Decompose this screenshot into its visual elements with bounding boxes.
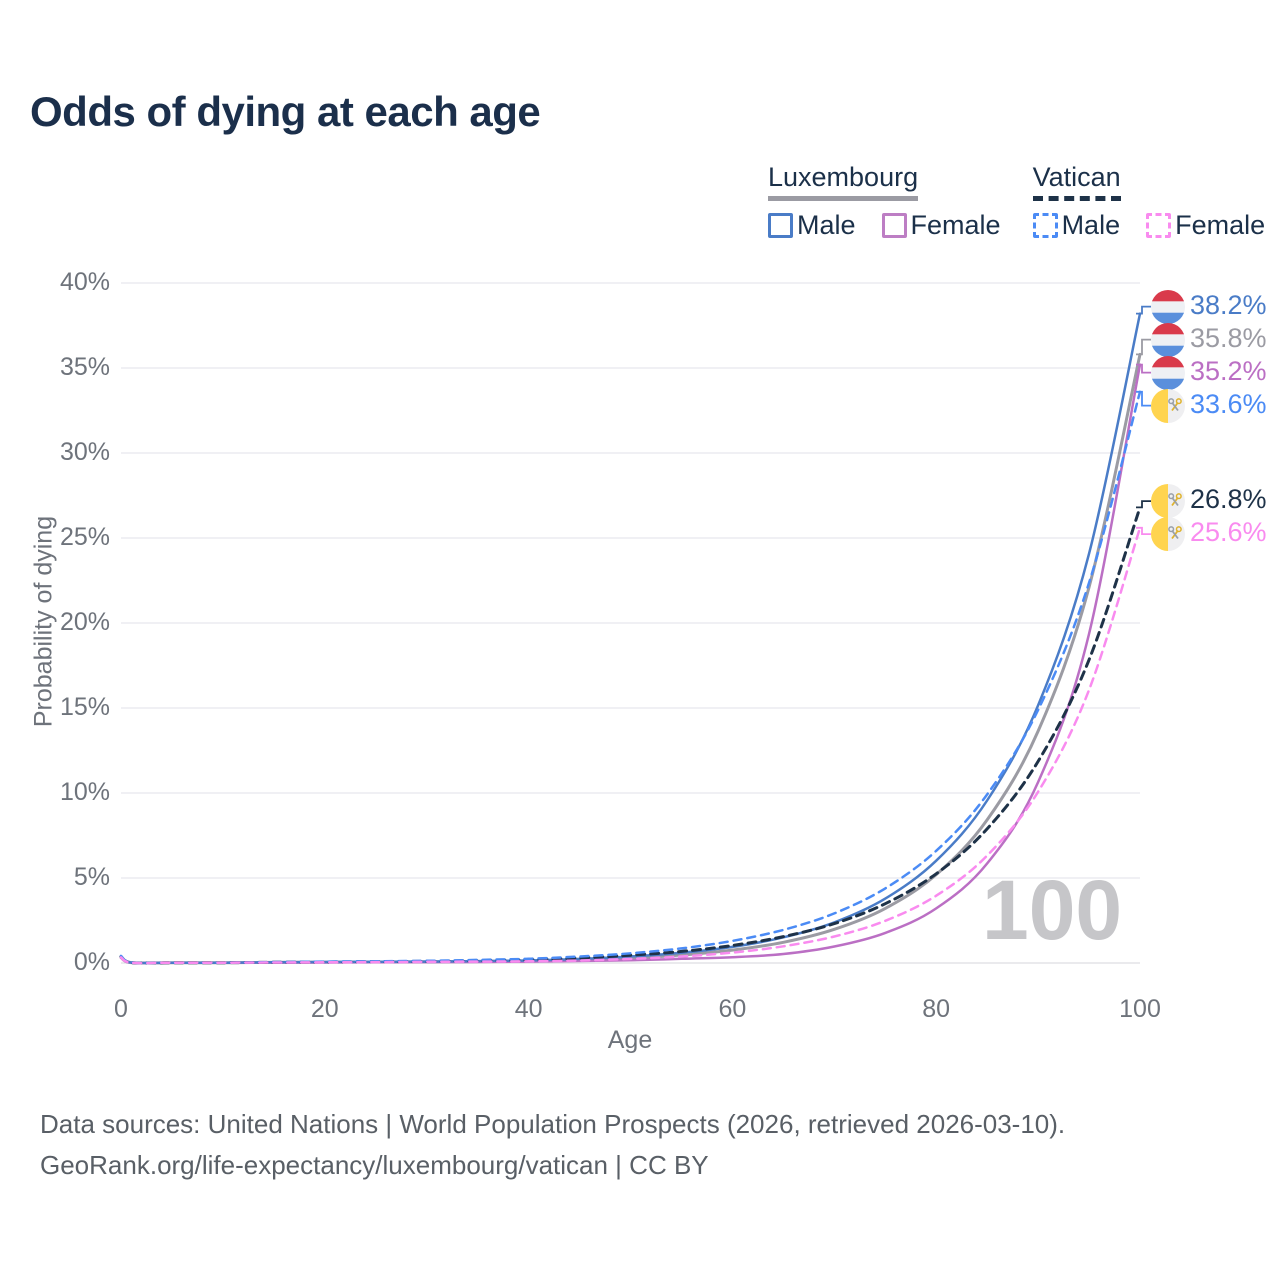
legend-swatch-luxembourg-female xyxy=(881,213,907,238)
footer-source-line: Data sources: United Nations | World Pop… xyxy=(40,1109,1066,1139)
y-tick-label-25: 25% xyxy=(59,523,110,551)
luxembourg-flag-graphic xyxy=(1151,355,1185,390)
page-title: Odds of dying at each age xyxy=(30,88,541,135)
age-watermark: 100 xyxy=(982,863,1123,957)
y-tick-label-15: 15% xyxy=(59,693,110,721)
leader-line-vat-male xyxy=(1136,390,1151,407)
x-tick-label-60: 60 xyxy=(718,995,747,1023)
legend-item-vatican-female[interactable]: Female xyxy=(1146,210,1265,241)
y-tick-label-30: 30% xyxy=(59,438,110,466)
leader-line-lux-male xyxy=(1136,305,1151,315)
y-tick-label-20: 20% xyxy=(59,608,110,636)
vatican-flag-graphic xyxy=(1151,484,1185,519)
x-tick-label-80: 80 xyxy=(922,995,951,1023)
y-tick-label-40: 40% xyxy=(59,268,110,296)
y-tick-label-35: 35% xyxy=(59,353,110,381)
flag-icon-luxembourg xyxy=(1151,289,1185,324)
end-value-label-vat-male: 33.6% xyxy=(1190,388,1267,419)
y-tick-label-5: 5% xyxy=(73,863,110,891)
leader-line-vat-total xyxy=(1136,500,1151,509)
footer: Data sources: United Nations | World Pop… xyxy=(40,1104,1065,1186)
legend-group-title-luxembourg[interactable]: Luxembourg xyxy=(768,162,919,201)
footer-link-line: GeoRank.org/life-expectancy/luxembourg/v… xyxy=(40,1150,709,1180)
end-value-label-lux-female: 35.2% xyxy=(1190,355,1267,386)
legend-item-luxembourg-male[interactable]: Male xyxy=(768,210,856,241)
x-tick-label-20: 20 xyxy=(310,995,339,1023)
x-tick-label-0: 0 xyxy=(114,995,128,1023)
y-tick-label-0: 0% xyxy=(73,948,110,976)
legend-item-label: Male xyxy=(1061,210,1121,240)
flag-icon-vatican xyxy=(1151,517,1185,552)
flag-icon-luxembourg xyxy=(1151,355,1185,390)
y-tick-label-10: 10% xyxy=(59,778,110,806)
vatican-flag-graphic xyxy=(1151,517,1185,552)
x-tick-label-100: 100 xyxy=(1119,995,1161,1023)
luxembourg-flag-graphic xyxy=(1151,289,1185,324)
vatican-flag-graphic xyxy=(1151,388,1185,423)
flag-icon-vatican xyxy=(1151,484,1185,519)
legend-group-luxembourg: Luxembourg Male Female xyxy=(768,162,1001,241)
series-line-vat-female[interactable] xyxy=(119,526,1142,965)
legend-item-vatican-male[interactable]: Male xyxy=(1032,210,1121,241)
legend-item-luxembourg-female[interactable]: Female xyxy=(881,210,1001,241)
legend-group-title-vatican[interactable]: Vatican xyxy=(1032,162,1121,201)
legend: Luxembourg Male Female Vatican Male xyxy=(768,162,1265,241)
legend-group-vatican: Vatican Male Female xyxy=(1032,162,1265,241)
legend-item-label: Female xyxy=(910,210,1001,240)
flag-icon-luxembourg xyxy=(1151,322,1185,357)
legend-swatch-vatican-female xyxy=(1146,213,1172,238)
luxembourg-flag-graphic xyxy=(1151,322,1185,357)
end-value-label-lux-total: 35.8% xyxy=(1190,322,1267,353)
legend-swatch-luxembourg-male xyxy=(768,213,793,238)
flag-icon-vatican xyxy=(1151,388,1185,423)
legend-swatch-vatican-male xyxy=(1032,213,1058,238)
leader-line-vat-female xyxy=(1136,526,1151,535)
end-value-label-lux-male: 38.2% xyxy=(1190,289,1267,320)
leader-line-lux-total xyxy=(1136,338,1151,356)
legend-item-label: Male xyxy=(797,210,856,240)
end-value-label-vat-total: 26.8% xyxy=(1190,484,1267,515)
x-axis-title: Age xyxy=(607,1026,653,1054)
x-tick-label-40: 40 xyxy=(514,995,543,1023)
legend-item-label: Female xyxy=(1175,210,1266,240)
end-value-label-vat-female: 25.6% xyxy=(1190,517,1267,548)
y-axis-title: Probability of dying xyxy=(29,515,58,728)
leader-line-lux-female xyxy=(1136,363,1151,374)
